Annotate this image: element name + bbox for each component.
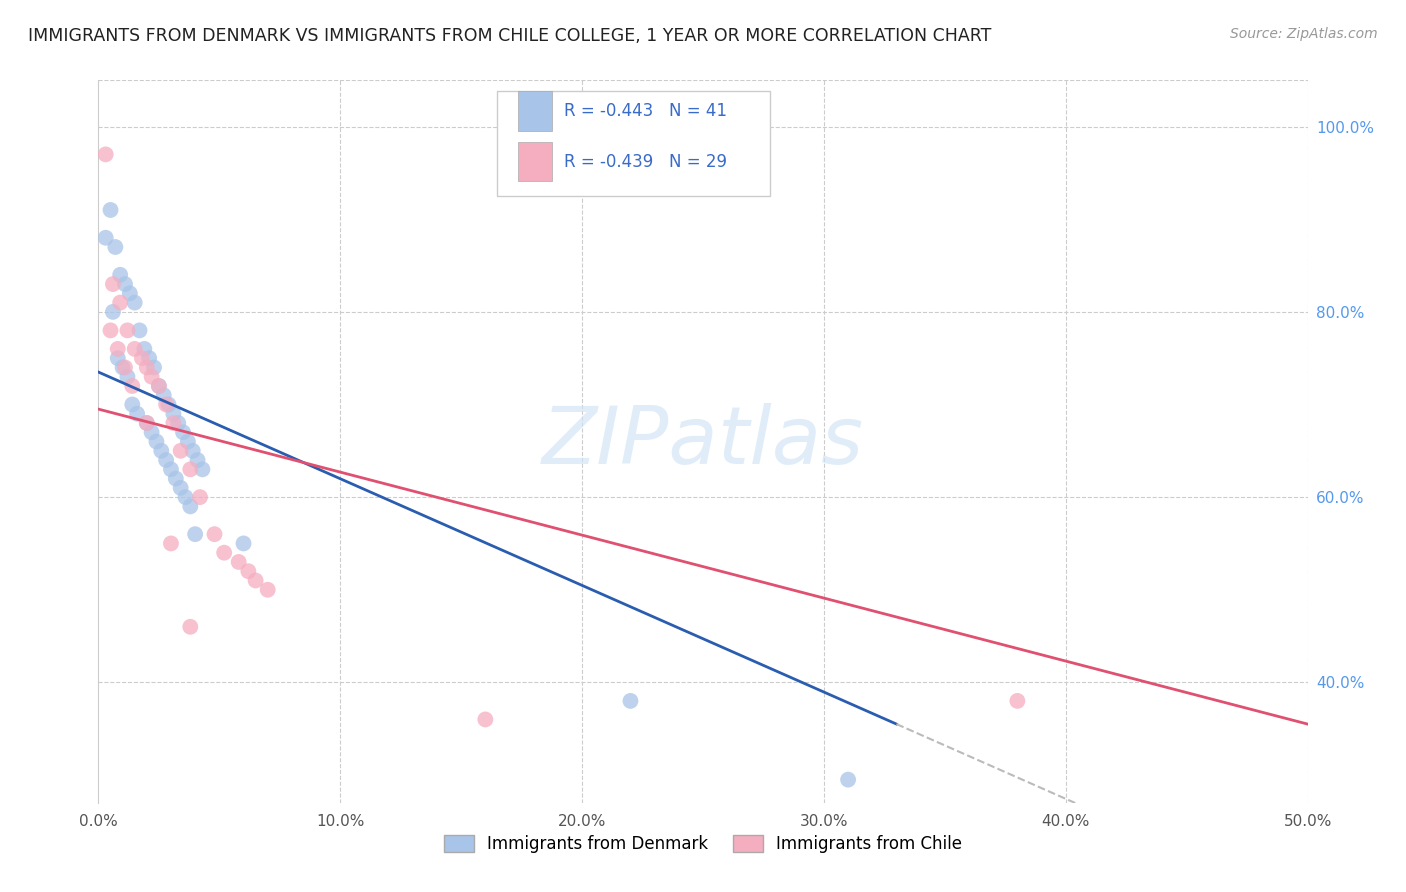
Text: R = -0.443   N = 41: R = -0.443 N = 41 bbox=[564, 102, 727, 120]
Point bbox=[124, 342, 146, 356]
Point bbox=[94, 231, 117, 245]
Point bbox=[162, 407, 184, 421]
Point bbox=[155, 453, 177, 467]
Point bbox=[174, 490, 197, 504]
Point bbox=[160, 462, 183, 476]
Point bbox=[145, 434, 167, 449]
Point bbox=[157, 397, 180, 411]
Point bbox=[131, 351, 153, 366]
Point bbox=[104, 240, 127, 254]
Point bbox=[152, 388, 174, 402]
Text: R = -0.439   N = 29: R = -0.439 N = 29 bbox=[564, 153, 727, 170]
Point bbox=[117, 323, 139, 337]
Point bbox=[172, 425, 194, 440]
Point bbox=[127, 407, 149, 421]
Point bbox=[204, 527, 226, 541]
Point bbox=[107, 351, 129, 366]
Point bbox=[128, 323, 150, 337]
Point bbox=[100, 323, 122, 337]
Point bbox=[138, 351, 160, 366]
Point bbox=[167, 416, 190, 430]
Point bbox=[135, 416, 157, 430]
Point bbox=[169, 481, 191, 495]
Point bbox=[474, 713, 496, 727]
Point bbox=[232, 536, 254, 550]
Point bbox=[179, 462, 201, 476]
Point bbox=[117, 369, 139, 384]
Point bbox=[124, 295, 146, 310]
Point bbox=[114, 360, 136, 375]
Point bbox=[191, 462, 214, 476]
FancyBboxPatch shape bbox=[498, 91, 769, 196]
Point bbox=[179, 620, 201, 634]
Point bbox=[118, 286, 141, 301]
Point bbox=[184, 527, 207, 541]
Point bbox=[188, 490, 211, 504]
Point bbox=[101, 305, 124, 319]
Text: ZIPatlas: ZIPatlas bbox=[541, 402, 865, 481]
Point bbox=[101, 277, 124, 291]
Point bbox=[165, 472, 187, 486]
Point bbox=[228, 555, 250, 569]
Point bbox=[181, 443, 204, 458]
Point bbox=[141, 369, 163, 384]
Point bbox=[141, 425, 163, 440]
Point bbox=[187, 453, 209, 467]
Point bbox=[155, 397, 177, 411]
Point bbox=[135, 416, 157, 430]
Point bbox=[162, 416, 184, 430]
Point bbox=[150, 443, 173, 458]
Point bbox=[256, 582, 278, 597]
Point bbox=[107, 342, 129, 356]
Point bbox=[135, 360, 157, 375]
Text: Source: ZipAtlas.com: Source: ZipAtlas.com bbox=[1230, 27, 1378, 41]
Point bbox=[837, 772, 859, 787]
Point bbox=[1007, 694, 1029, 708]
Point bbox=[179, 500, 201, 514]
Point bbox=[108, 268, 131, 282]
Point bbox=[114, 277, 136, 291]
Text: IMMIGRANTS FROM DENMARK VS IMMIGRANTS FROM CHILE COLLEGE, 1 YEAR OR MORE CORRELA: IMMIGRANTS FROM DENMARK VS IMMIGRANTS FR… bbox=[28, 27, 991, 45]
Legend: Immigrants from Denmark, Immigrants from Chile: Immigrants from Denmark, Immigrants from… bbox=[437, 828, 969, 860]
Point bbox=[100, 202, 122, 217]
Point bbox=[121, 397, 143, 411]
Point bbox=[160, 536, 183, 550]
Point bbox=[212, 546, 235, 560]
Point bbox=[245, 574, 267, 588]
Point bbox=[169, 443, 191, 458]
Point bbox=[148, 379, 170, 393]
Point bbox=[94, 147, 117, 161]
FancyBboxPatch shape bbox=[517, 91, 553, 131]
Point bbox=[111, 360, 134, 375]
Point bbox=[238, 564, 260, 578]
Point bbox=[619, 694, 641, 708]
Point bbox=[143, 360, 166, 375]
Point bbox=[134, 342, 156, 356]
Point bbox=[177, 434, 200, 449]
Point bbox=[148, 379, 170, 393]
FancyBboxPatch shape bbox=[517, 142, 553, 181]
Point bbox=[121, 379, 143, 393]
Point bbox=[108, 295, 131, 310]
